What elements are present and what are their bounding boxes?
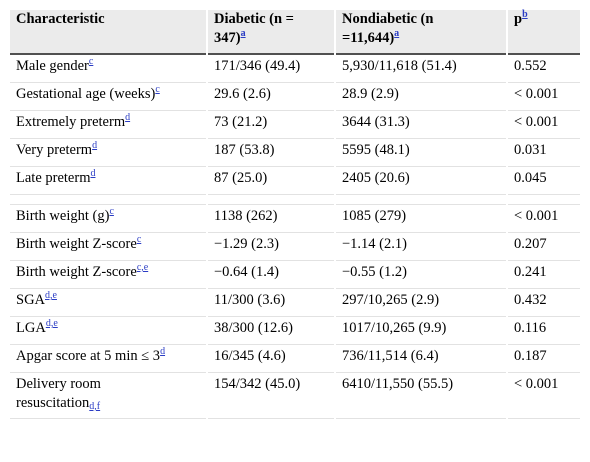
p-value-cell: < 0.001 (508, 85, 580, 111)
row-label: Extremely pretermd (10, 113, 206, 139)
table-row: LGAd,e 38/300 (12.6) 1017/10,265 (9.9) 0… (10, 319, 580, 345)
row-label: Birth weight Z-scorec,e (10, 263, 206, 289)
p-value-cell: 0.187 (508, 347, 580, 373)
table-row: Birth weight Z-scorec −1.29 (2.3) −1.14 … (10, 235, 580, 261)
diabetic-cell: 87 (25.0) (208, 169, 334, 195)
diabetic-cell: 38/300 (12.6) (208, 319, 334, 345)
p-value-cell: 0.116 (508, 319, 580, 345)
row-label: Late pretermd (10, 169, 206, 195)
p-value-cell: 0.031 (508, 141, 580, 167)
nondiabetic-cell: 1017/10,265 (9.9) (336, 319, 506, 345)
nondiabetic-cell: 1085 (279) (336, 207, 506, 233)
diabetic-cell: 16/345 (4.6) (208, 347, 334, 373)
p-value-cell: < 0.001 (508, 207, 580, 233)
table-header-row: Characteristic Diabetic (n = 347)a Nondia… (10, 10, 580, 55)
table-row: Very pretermd 187 (53.8) 5595 (48.1) 0.0… (10, 141, 580, 167)
row-label: Very pretermd (10, 141, 206, 167)
row-label: Delivery room resuscitationd,f (10, 375, 206, 419)
p-value-cell: 0.241 (508, 263, 580, 289)
diabetic-cell: 154/342 (45.0) (208, 375, 334, 419)
table-row: Delivery room resuscitationd,f 154/342 (4… (10, 375, 580, 419)
nondiabetic-cell: 297/10,265 (2.9) (336, 291, 506, 317)
table-row: SGAd,e 11/300 (3.6) 297/10,265 (2.9) 0.4… (10, 291, 580, 317)
spacer-row (10, 197, 580, 205)
nondiabetic-cell: 2405 (20.6) (336, 169, 506, 195)
table-row: Birth weight (g)c 1138 (262) 1085 (279) … (10, 207, 580, 233)
table-row: Late pretermd 87 (25.0) 2405 (20.6) 0.04… (10, 169, 580, 195)
footnote-link[interactable]: d,e (45, 318, 58, 329)
table-row: Birth weight Z-scorec,e −0.64 (1.4) −0.5… (10, 263, 580, 289)
nondiabetic-cell: 5,930/11,618 (51.4) (336, 57, 506, 83)
row-label: Birth weight (g)c (10, 207, 206, 233)
footnote-link-a[interactable]: a (240, 28, 246, 39)
nondiabetic-cell: −0.55 (1.2) (336, 263, 506, 289)
p-value-cell: 0.432 (508, 291, 580, 317)
row-label: Birth weight Z-scorec (10, 235, 206, 261)
diabetic-cell: 1138 (262) (208, 207, 334, 233)
nondiabetic-cell: 6410/11,550 (55.5) (336, 375, 506, 419)
footnote-link[interactable]: d (160, 346, 166, 357)
header-characteristic: Characteristic (10, 10, 206, 55)
header-nondiabetic: Nondiabetic (n =11,644)a (336, 10, 506, 55)
diabetic-cell: −0.64 (1.4) (208, 263, 334, 289)
p-value-cell: < 0.001 (508, 113, 580, 139)
footnote-link[interactable]: d (90, 168, 96, 179)
table-row: Male genderc 171/346 (49.4) 5,930/11,618… (10, 57, 580, 83)
diabetic-cell: 11/300 (3.6) (208, 291, 334, 317)
nondiabetic-cell: 736/11,514 (6.4) (336, 347, 506, 373)
diabetic-cell: 73 (21.2) (208, 113, 334, 139)
diabetic-cell: 29.6 (2.6) (208, 85, 334, 111)
footnote-link[interactable]: c (109, 206, 114, 217)
p-value-cell: < 0.001 (508, 375, 580, 419)
nondiabetic-cell: 28.9 (2.9) (336, 85, 506, 111)
footnote-link[interactable]: c (88, 56, 94, 67)
nondiabetic-cell: 5595 (48.1) (336, 141, 506, 167)
row-label: Apgar score at 5 min ≤ 3d (10, 347, 206, 373)
diabetic-cell: −1.29 (2.3) (208, 235, 334, 261)
table-row: Gestational age (weeks)c 29.6 (2.6) 28.9… (10, 85, 580, 111)
nondiabetic-cell: −1.14 (2.1) (336, 235, 506, 261)
header-diabetic: Diabetic (n = 347)a (208, 10, 334, 55)
footnote-link[interactable]: c,e (136, 262, 149, 273)
footnote-link[interactable]: d (125, 112, 131, 123)
footnote-link-a[interactable]: a (394, 28, 400, 39)
row-label: Male genderc (10, 57, 206, 83)
nondiabetic-cell: 3644 (31.3) (336, 113, 506, 139)
diabetic-cell: 171/346 (49.4) (208, 57, 334, 83)
p-value-cell: 0.207 (508, 235, 580, 261)
footnote-link[interactable]: d,f (89, 401, 101, 412)
diabetic-cell: 187 (53.8) (208, 141, 334, 167)
row-label: Gestational age (weeks)c (10, 85, 206, 111)
row-label: LGAd,e (10, 319, 206, 345)
footnote-link[interactable]: d,e (45, 290, 57, 301)
characteristics-table: Characteristic Diabetic (n = 347)a Nondia… (8, 8, 582, 421)
row-label: SGAd,e (10, 291, 206, 317)
table-row: Apgar score at 5 min ≤ 3d 16/345 (4.6) 7… (10, 347, 580, 373)
footnote-link[interactable]: c (155, 84, 160, 95)
footnote-link-b[interactable]: b (522, 9, 528, 20)
footnote-link[interactable]: c (136, 234, 142, 245)
footnote-link[interactable]: d (92, 140, 98, 151)
p-value-cell: 0.045 (508, 169, 580, 195)
p-value-cell: 0.552 (508, 57, 580, 83)
table-row: Extremely pretermd 73 (21.2) 3644 (31.3)… (10, 113, 580, 139)
header-p-value: pb (508, 10, 580, 55)
